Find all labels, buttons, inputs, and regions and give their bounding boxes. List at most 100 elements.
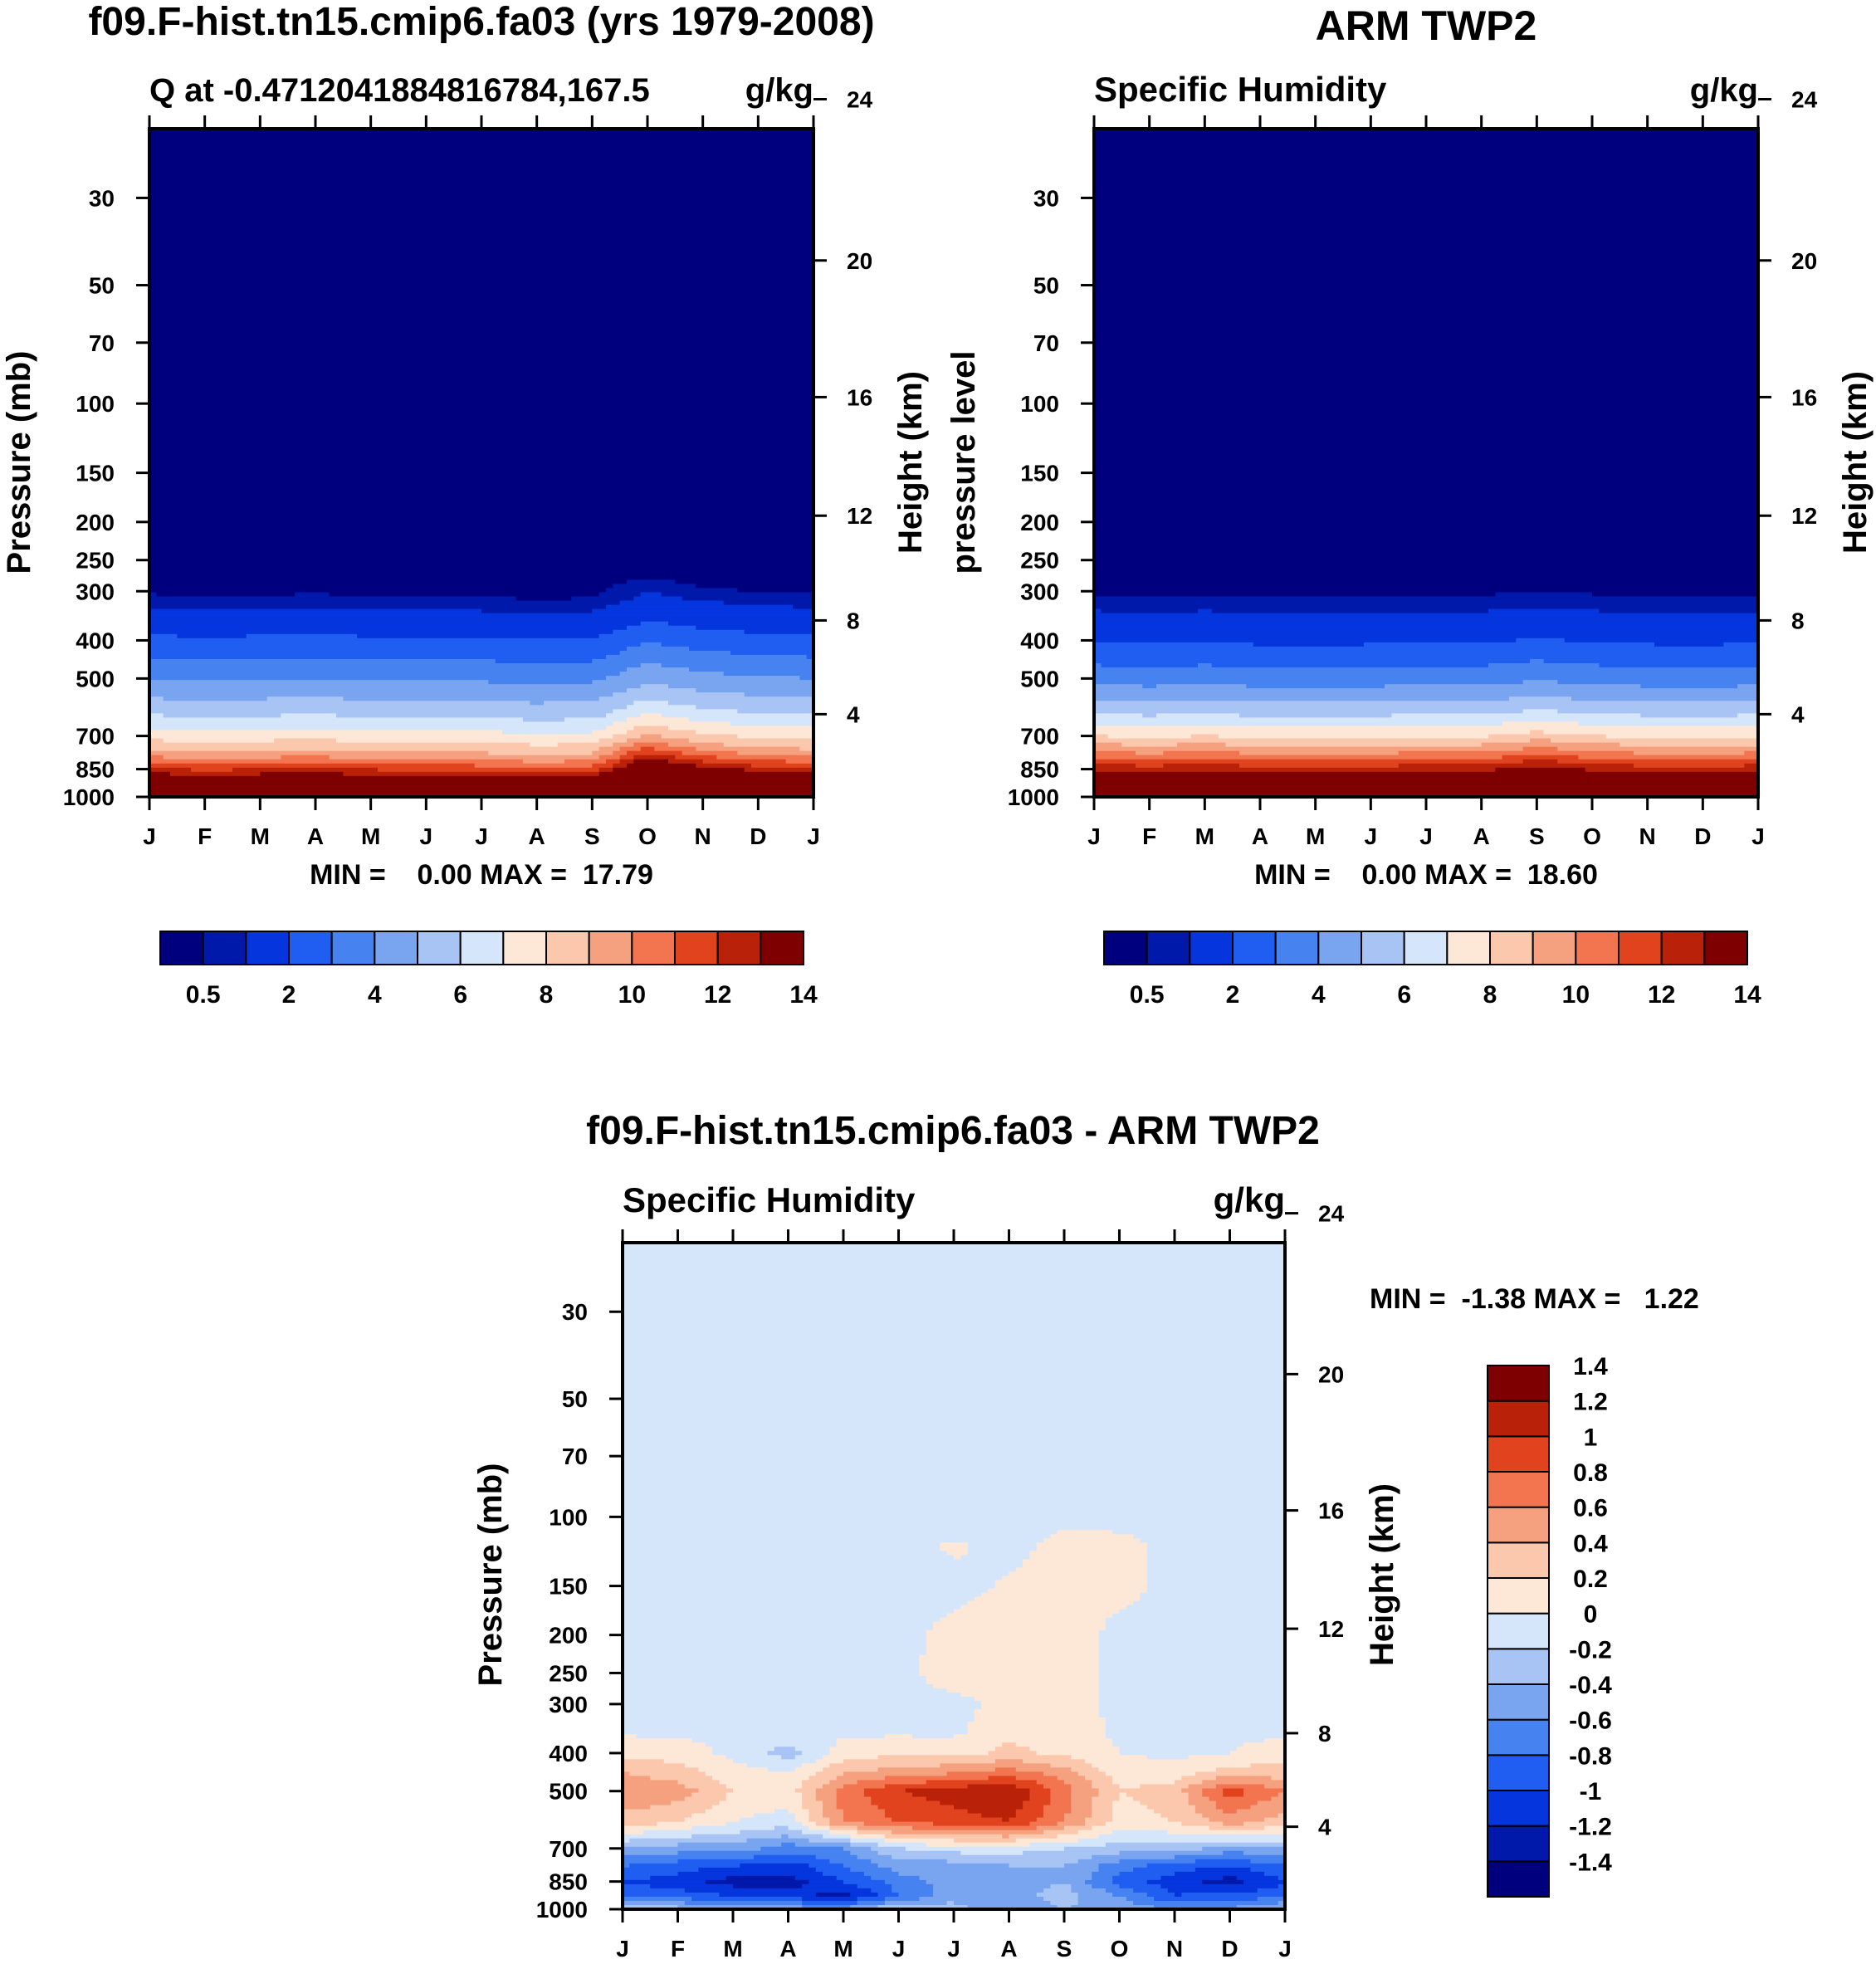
contour-cell: [850, 1850, 879, 1856]
contour-cell: [149, 279, 813, 284]
contour-cell: [149, 701, 530, 706]
contour-cell: [974, 1717, 1107, 1722]
contour-cell: [606, 759, 621, 765]
contour-cell: [1126, 1605, 1285, 1610]
contour-cell: [1215, 1776, 1272, 1781]
contour-cell: [1094, 504, 1758, 510]
contour-cell: [156, 592, 296, 598]
contour-cell: [696, 705, 813, 710]
y2-tick-label: 12: [1791, 503, 1817, 529]
contour-cell: [530, 701, 545, 706]
contour-cell: [1175, 1892, 1182, 1898]
contour-cell: [564, 759, 607, 765]
panel-model-subtitle-right: g/kg: [745, 72, 813, 109]
contour-cell: [1094, 496, 1758, 501]
contour-cell: [149, 271, 813, 276]
contour-cell: [871, 1859, 948, 1864]
contour-cell: [1163, 763, 1240, 769]
contour-cell: [149, 149, 813, 154]
contour-cell: [912, 1734, 955, 1739]
contour-cell: [281, 713, 337, 719]
contour-cell: [1029, 1796, 1051, 1802]
contour-cell: [613, 629, 745, 635]
contour-cell: [809, 1817, 830, 1823]
contour-cell: [149, 446, 813, 452]
contour-cell: [1140, 1784, 1190, 1790]
contour-cell: [1105, 1734, 1285, 1739]
contour-cell: [623, 1693, 961, 1698]
contour-cell: [149, 174, 813, 179]
contour-cell: [149, 158, 813, 163]
contour-cell: [836, 1796, 872, 1802]
contour-cell: [149, 162, 813, 167]
contour-cell: [1094, 283, 1758, 288]
colorbar-swatch: [1487, 1435, 1550, 1473]
contour-cell: [623, 1709, 975, 1714]
contour-cell: [760, 1846, 844, 1852]
contour-cell: [716, 755, 813, 760]
contour-cell: [149, 767, 192, 773]
contour-cell: [1112, 1892, 1148, 1898]
contour-cell: [623, 1596, 975, 1602]
colorbar-swatch: [1660, 931, 1706, 965]
contour-cell: [1094, 546, 1758, 551]
x-tick-label: M: [1195, 823, 1214, 849]
contour-cell: [1094, 308, 1758, 313]
colorbar-label: 0.4: [1573, 1530, 1608, 1557]
x-tick-label: J: [807, 823, 820, 849]
contour-cell: [1243, 1879, 1285, 1885]
contour-cell: [863, 1871, 900, 1877]
y2-tick-label: 20: [1318, 1361, 1344, 1387]
contour-cell: [1057, 1821, 1086, 1827]
contour-cell: [689, 738, 813, 744]
contour-cell: [1509, 696, 1572, 701]
contour-cell: [1094, 483, 1758, 489]
contour-cell: [1146, 1879, 1203, 1885]
contour-cell: [919, 1663, 1100, 1668]
colorbar-label: -0.8: [1569, 1742, 1612, 1770]
contour-cell: [994, 1747, 1031, 1751]
contour-cell: [1084, 1776, 1113, 1781]
contour-cell: [719, 1780, 803, 1786]
contour-cell: [1098, 1654, 1285, 1660]
contour-cell: [1094, 320, 1758, 326]
y2-tick-label: 16: [847, 384, 872, 410]
x-tick-label: F: [1142, 823, 1156, 849]
contour-cell: [1194, 1805, 1217, 1810]
contour-cell: [1094, 404, 1758, 409]
contour-cell: [1050, 1792, 1072, 1798]
contour-cell: [850, 1842, 879, 1848]
contour-cell: [1094, 538, 1758, 543]
colorbar-label: 1: [1584, 1424, 1598, 1451]
contour-cell: [725, 1792, 803, 1798]
contour-cell: [149, 387, 813, 393]
contour-cell: [1146, 1555, 1285, 1561]
contour-cell: [474, 763, 593, 769]
contour-cell: [1094, 734, 1109, 740]
contour-cell: [691, 1834, 782, 1839]
contour-cell: [619, 759, 634, 765]
contour-cell: [1257, 1896, 1285, 1902]
contour-cell: [815, 1821, 830, 1827]
contour-cell: [871, 1800, 940, 1806]
contour-cell: [940, 1800, 1023, 1806]
contour-cell: [336, 738, 600, 744]
contour-cell: [836, 1800, 872, 1806]
contour-cell: [1094, 437, 1758, 442]
y-tick-label: 30: [1033, 185, 1059, 211]
contour-cell: [149, 145, 813, 150]
contour-cell: [623, 1900, 686, 1906]
contour-cell: [1036, 1751, 1121, 1756]
contour-cell: [1136, 750, 1164, 756]
contour-cell: [1015, 1567, 1148, 1573]
contour-cell: [1094, 567, 1758, 572]
contour-cell: [149, 320, 813, 326]
contour-cell: [954, 1838, 1017, 1844]
contour-cell: [1071, 1767, 1100, 1772]
contour-cell: [1050, 1796, 1072, 1802]
contour-cell: [1094, 458, 1758, 464]
contour-cell: [623, 1288, 1285, 1293]
contour-cell: [1140, 1596, 1285, 1602]
contour-cell: [675, 579, 813, 585]
contour-cell: [1146, 1805, 1196, 1810]
